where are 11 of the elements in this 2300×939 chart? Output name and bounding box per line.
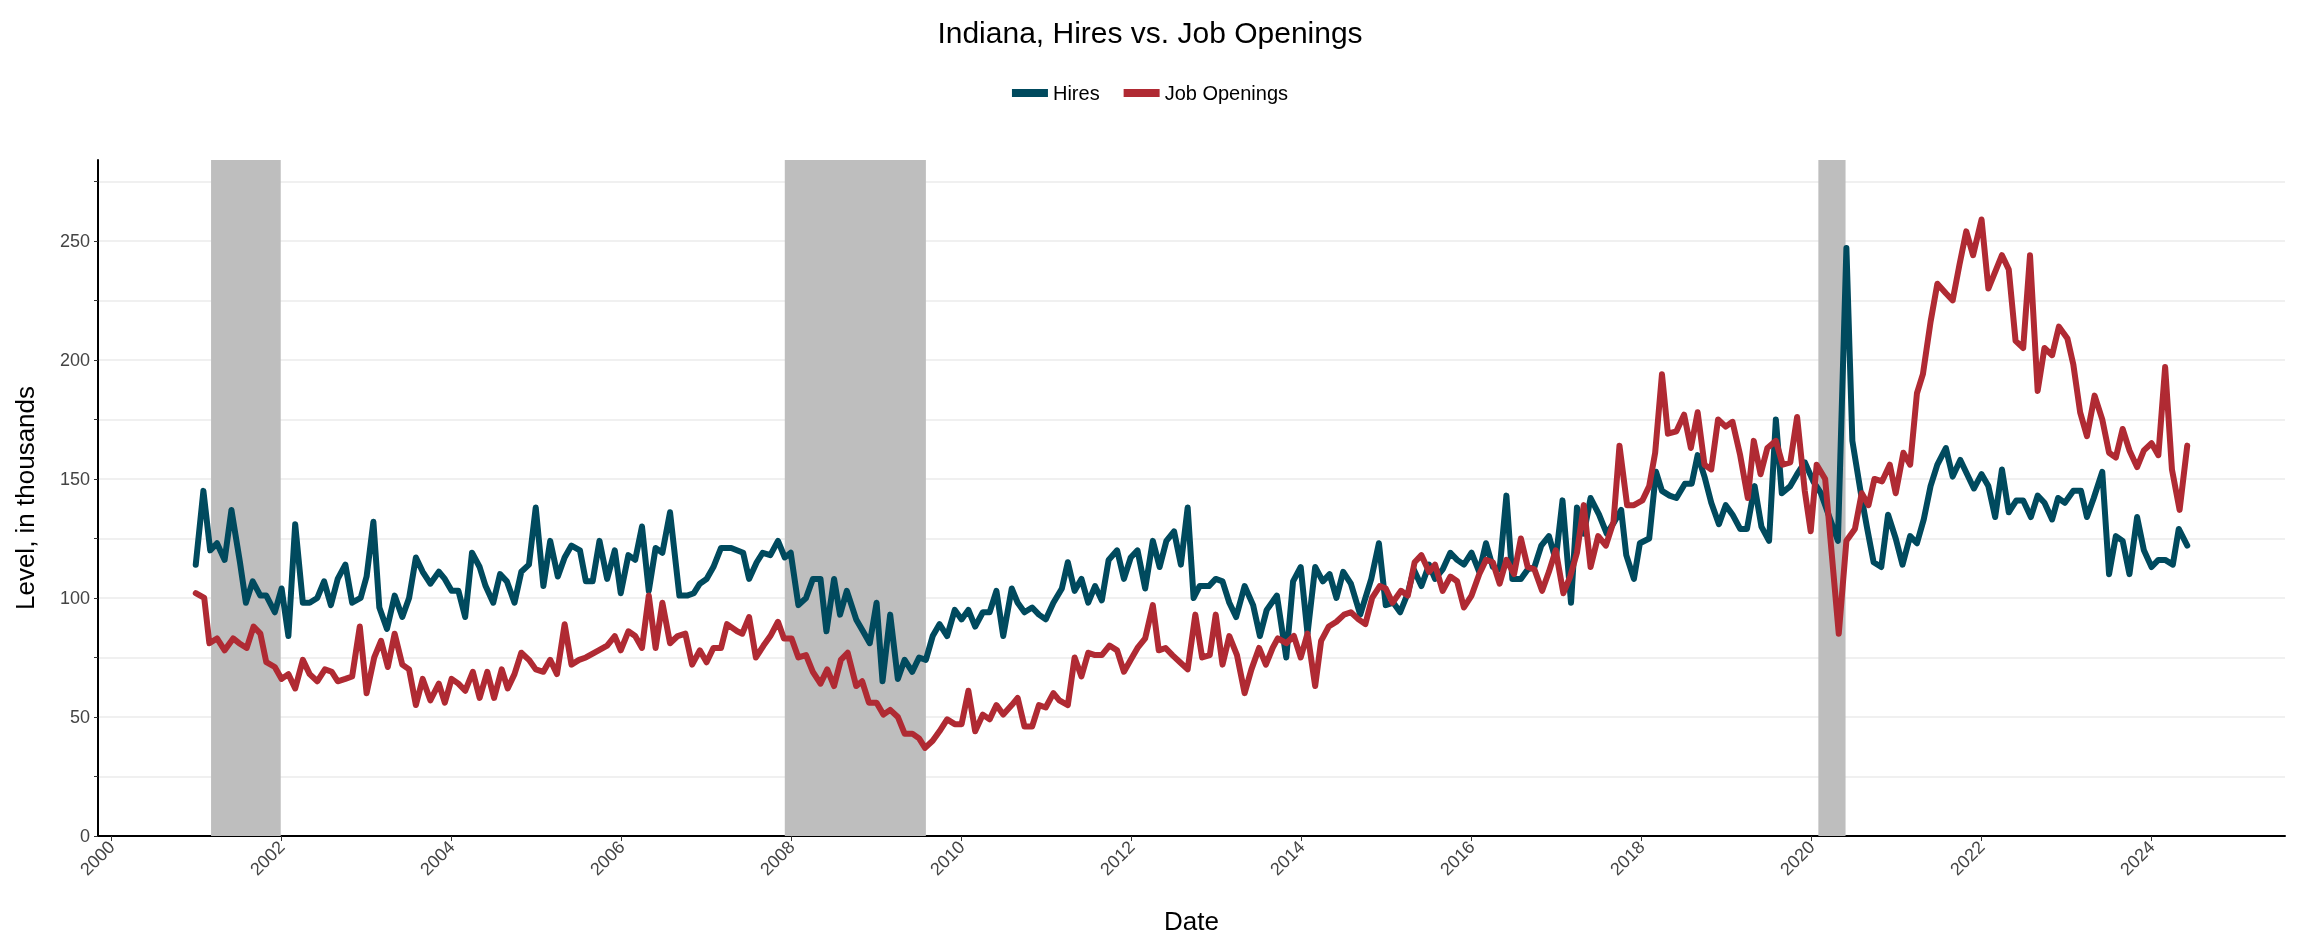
legend-label: Hires <box>1052 82 1100 104</box>
y-tick-label: 200 <box>59 349 90 370</box>
x-axis-title: Date <box>1164 906 1219 936</box>
y-tick-label: 50 <box>69 706 90 727</box>
y-tick-label: 250 <box>59 230 90 251</box>
y-tick-label: 150 <box>59 468 90 489</box>
y-tick-label: 100 <box>59 587 90 608</box>
y-axis-title: Level, in thousands <box>10 385 40 611</box>
y-tick-label: 0 <box>79 826 90 846</box>
legend-label: Job Openings <box>1164 82 1289 104</box>
chart-title: Indiana, Hires vs. Job Openings <box>937 15 1363 49</box>
